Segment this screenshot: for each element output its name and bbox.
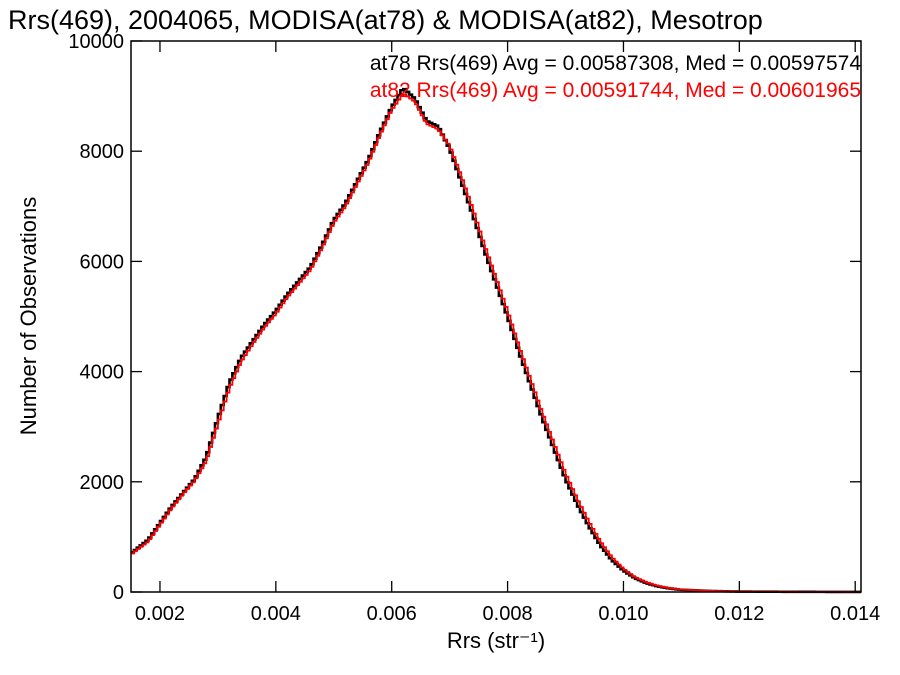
- x-tick-label: 0.004: [251, 603, 301, 625]
- plot-frame: [130, 40, 862, 593]
- y-tick-label: 8000: [80, 141, 125, 163]
- y-tick-label: 4000: [80, 362, 125, 384]
- x-tick-label: 0.006: [367, 603, 417, 625]
- legend-stats-at82: at82 Rrs(469) Avg = 0.00591744, Med = 0.…: [370, 79, 861, 102]
- x-tick-label: 0.002: [135, 603, 185, 625]
- x-tick-label: 0.012: [714, 603, 764, 625]
- y-tick-label: 10000: [68, 31, 124, 53]
- series-line-at82: [131, 93, 861, 593]
- chart-title: Rrs(469), 2004065, MODISA(at78) & MODISA…: [8, 5, 763, 35]
- x-tick-label: 0.014: [830, 603, 880, 625]
- y-axis-label: Number of Observations: [16, 197, 41, 435]
- y-tick-label: 6000: [80, 251, 125, 273]
- y-tick-label: 0: [113, 582, 124, 604]
- x-tick-label: 0.008: [483, 603, 533, 625]
- tick-layer: 0.002 0.004 0.006 0.008 0.010 0.012 0.014 0 2000…: [68, 31, 880, 625]
- x-tick-label: 0.010: [598, 603, 648, 625]
- x-axis-label: Rrs (str⁻¹): [447, 628, 545, 653]
- legend-stats-at78: at78 Rrs(469) Avg = 0.00587308, Med = 0.…: [370, 52, 861, 75]
- y-tick-label: 2000: [80, 472, 125, 494]
